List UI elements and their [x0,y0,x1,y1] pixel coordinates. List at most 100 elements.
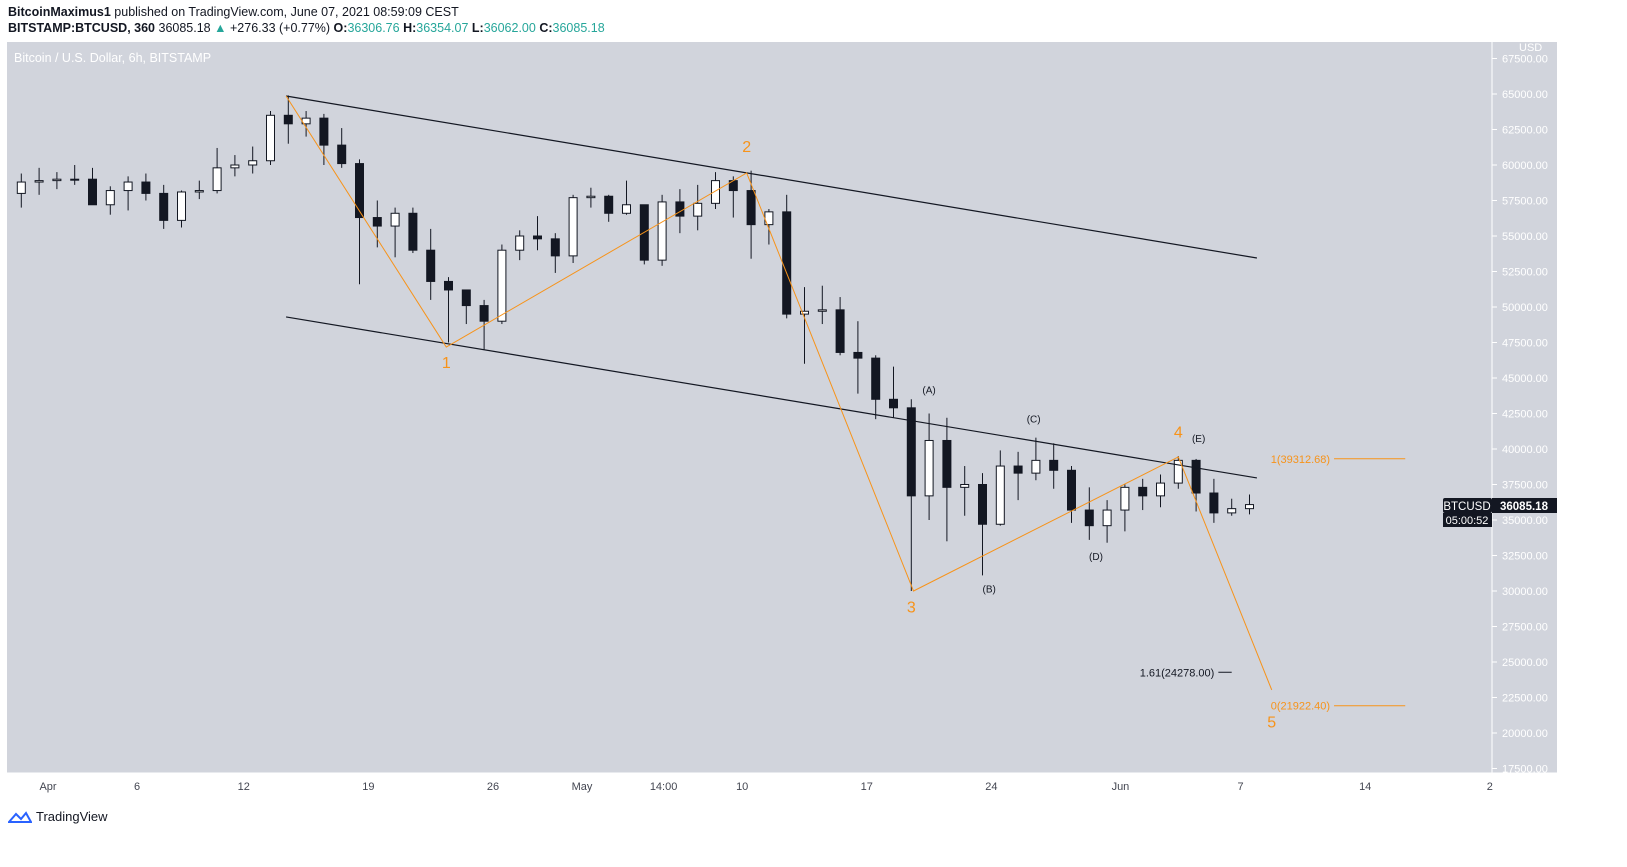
footer-brand[interactable]: TradingView [36,809,108,824]
x-tick-label: May [572,781,593,793]
subwave-label: (D) [1089,552,1103,563]
y-tick-label: 25000.00 [1502,657,1548,669]
y-tick-label: 37500.00 [1502,480,1548,492]
symbol-info: BITSTAMP:BTCUSD, 360 36085.18 ▲ +276.33 … [8,21,605,35]
x-tick-label: 14:00 [650,781,678,793]
x-tick-label: 24 [985,781,997,793]
wave-label: 2 [742,139,751,156]
y-tick-label: 17500.00 [1502,764,1548,776]
subwave-label: (A) [922,386,935,397]
candle-up [960,484,970,488]
candle-up [212,167,222,192]
candle-up [266,114,275,162]
low-value: 36062.00 [483,21,536,35]
chart-background [7,42,1557,773]
candle-down [675,201,685,217]
candle-up [924,439,934,497]
candle-down [746,190,756,226]
channel-line [285,95,1258,259]
candle-up [16,181,26,194]
candle-down [1013,465,1023,474]
candle-down [337,144,347,165]
symbol: BITSTAMP:BTCUSD, 360 [8,21,156,35]
y-tick-label: 27500.00 [1502,622,1548,634]
y-tick-label: 47500.00 [1502,338,1548,350]
x-tick-label: Jun [1112,781,1130,793]
y-tick-label: 52500.00 [1502,267,1548,279]
elliott-wave-path [285,95,1273,691]
symbol-tag [1443,498,1492,513]
candle-down [355,163,364,219]
price-change: +276.33 (+0.77%) [229,21,331,35]
wave-label: 3 [907,599,916,616]
candle-down [604,195,614,214]
close-value: 36085.18 [552,21,605,35]
y-tick-label: 60000.00 [1502,160,1548,172]
x-tick-label: 14 [1359,781,1371,793]
candle-up [800,310,809,315]
last-price-tag-value: 36085.18 [1500,501,1549,513]
candle-down [550,238,560,257]
wave-label: 5 [1267,715,1276,732]
high-value: 36354.07 [416,21,469,35]
candle-down [372,217,382,227]
candle-up [622,204,631,214]
x-tick-label: 7 [1238,781,1244,793]
y-tick-label: 35000.00 [1502,515,1548,527]
candle-down [978,484,987,525]
author[interactable]: BitcoinMaximus1 [8,5,111,19]
open-label: O: [333,21,348,35]
currency-label: USD [1519,42,1542,54]
candle-up [1227,508,1237,514]
y-tick-label: 45000.00 [1502,373,1548,385]
y-tick-label: 62500.00 [1502,125,1548,137]
candle-down [1067,469,1076,511]
x-tick-label: 26 [487,781,499,793]
candle-down [461,289,471,307]
candle-up [52,178,62,182]
candle-up [123,181,133,192]
y-tick-label: 20000.00 [1502,728,1548,740]
candle-up [1031,459,1041,474]
candle-down [88,178,97,206]
footer: TradingView [8,809,108,824]
candle-down [1049,459,1059,471]
candle-down [889,398,898,409]
fib-level-label: 1(39312.68) [1271,454,1330,466]
candle-up [515,235,525,251]
y-tick-label: 32500.00 [1502,551,1548,563]
high-label: H: [403,21,417,35]
candle-up [817,309,827,312]
candle-down [1209,492,1219,514]
close-label: C: [539,21,553,35]
subwave-label: (C) [1027,415,1041,426]
open-value: 36306.76 [347,21,400,35]
y-tick-label: 57500.00 [1502,196,1548,208]
up-arrow-icon: ▲ [214,21,227,35]
candle-down [1084,509,1094,527]
y-tick-label: 40000.00 [1502,444,1548,456]
x-tick-label: Apr [39,781,56,793]
wave-label: 1 [442,355,451,372]
candle-up [568,197,578,257]
fib-level-label: 1.61(24278.00) [1140,667,1215,679]
countdown-tag [1443,513,1492,527]
x-tick-label: 6 [134,781,140,793]
y-tick-label: 55000.00 [1502,231,1548,243]
candle-up [194,190,204,193]
candle-up [248,160,258,166]
price-chart[interactable]: Bitcoin / U.S. Dollar, 6h, BITSTAMP 6750… [7,42,1617,802]
y-tick-label: 50000.00 [1502,302,1548,314]
candle-down [1138,486,1148,497]
candle-up [230,164,240,169]
candle-down [853,351,863,359]
candle-down [533,235,542,240]
x-tick-label: 17 [861,781,873,793]
y-tick-label: 30000.00 [1502,586,1548,598]
last-price-tag [1492,498,1557,513]
candle-down [906,407,916,497]
candle-down [1191,459,1201,494]
candle-down [835,309,845,353]
x-tick-label: 2 [1487,781,1493,793]
publish-text: published on TradingView.com, June 07, 2… [114,5,459,19]
